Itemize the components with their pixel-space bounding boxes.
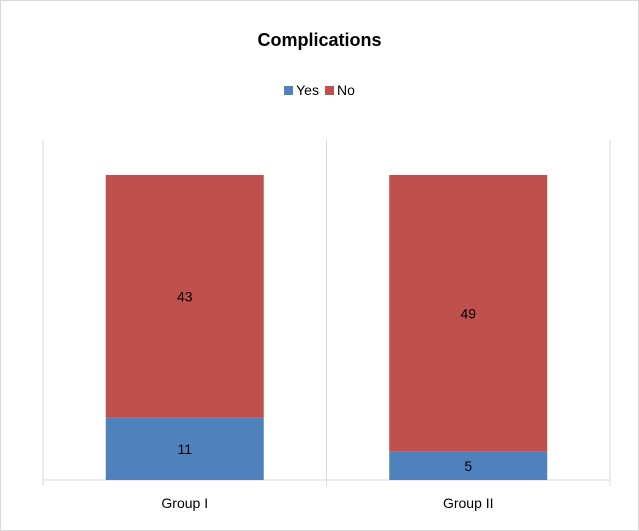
bar-yes-2: [389, 451, 548, 480]
data-label-no-1: 43: [177, 288, 193, 304]
data-label-yes-2: 5: [464, 458, 472, 474]
x-tick-label: Group II: [443, 495, 494, 511]
data-label-yes-1: 11: [177, 441, 192, 457]
bar-no-2: [389, 175, 548, 452]
bar-yes-1: [105, 417, 264, 480]
legend-label-no: No: [336, 82, 355, 98]
legend-item-yes: Yes: [284, 82, 319, 98]
legend-swatch-no: [324, 85, 334, 95]
chart-title: Complications: [257, 30, 382, 50]
legend-label-yes: Yes: [296, 82, 319, 98]
legend-swatch-yes: [284, 85, 294, 95]
data-label-no-2: 49: [460, 305, 476, 321]
x-tick-label: Group I: [161, 495, 208, 511]
bar-no-1: [105, 175, 264, 418]
legend: Yes No: [0, 82, 639, 98]
legend-item-no: No: [324, 82, 355, 98]
